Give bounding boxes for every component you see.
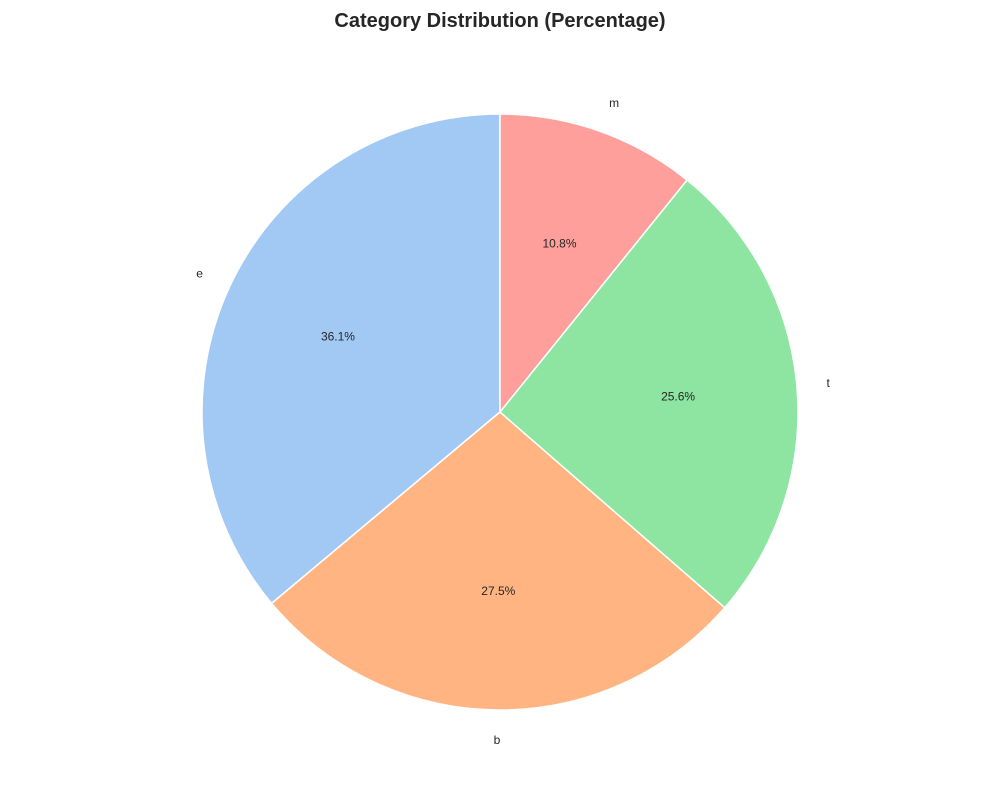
pie-slice-t bbox=[498, 178, 799, 609]
percent-label-b: 27.5% bbox=[481, 584, 515, 598]
pie-slice-b bbox=[270, 411, 726, 711]
category-label-t: t bbox=[827, 376, 831, 390]
pie-slices bbox=[201, 113, 799, 711]
percent-label-t: 25.6% bbox=[661, 389, 695, 403]
category-label-b: b bbox=[494, 733, 501, 747]
category-label-e: e bbox=[196, 266, 203, 280]
chart-title: Category Distribution (Percentage) bbox=[334, 10, 666, 32]
pie-slice-m bbox=[499, 113, 689, 415]
pie-slice-e bbox=[201, 113, 501, 605]
pie-labels: 36.1% e 27.5% b 25.6% t 10.8% m bbox=[196, 96, 830, 747]
percent-label-e: 36.1% bbox=[321, 329, 355, 343]
category-label-m: m bbox=[609, 96, 619, 110]
percent-label-m: 10.8% bbox=[542, 236, 576, 250]
